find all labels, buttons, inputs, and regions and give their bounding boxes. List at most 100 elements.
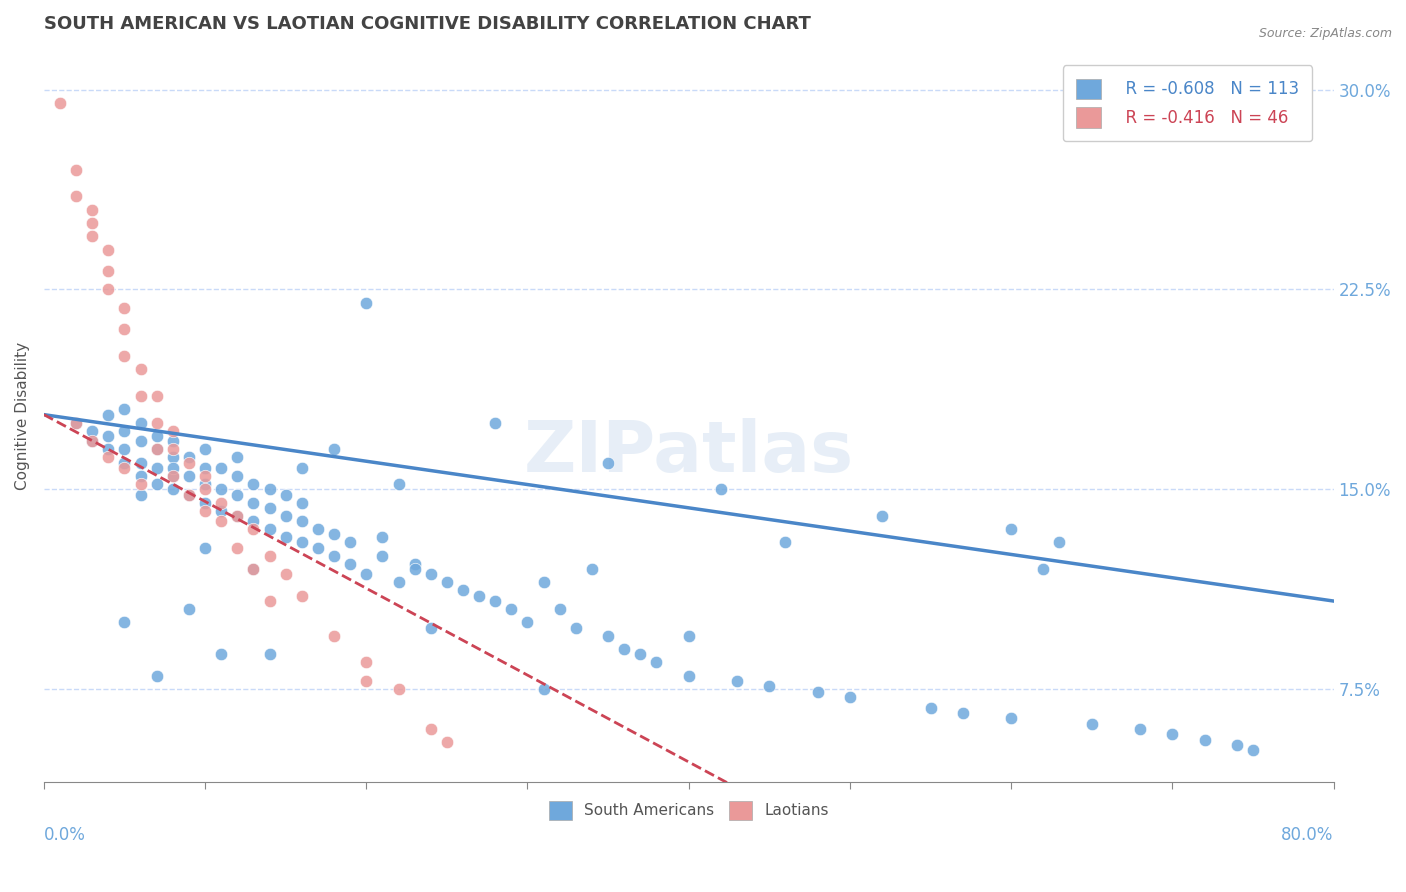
Point [162,450,184,465]
Point [194,442,217,457]
Point [49,96,72,111]
Point [259,549,281,563]
Point [82,434,104,449]
Point [533,575,555,590]
Point [870,508,893,523]
Point [145,442,167,457]
Point [145,461,167,475]
Point [387,681,409,696]
Point [419,567,441,582]
Point [97,442,120,457]
Point [1194,732,1216,747]
Point [226,450,249,465]
Point [129,487,152,501]
Point [259,594,281,608]
Point [598,456,620,470]
Point [97,429,120,443]
Point [145,442,167,457]
Point [678,629,700,643]
Point [1161,727,1184,741]
Point [97,264,120,278]
Text: 0.0%: 0.0% [44,826,86,844]
Point [242,562,264,576]
Point [162,482,184,496]
Point [177,450,200,465]
Text: ZIPatlas: ZIPatlas [523,418,853,487]
Point [259,522,281,536]
Text: Source: ZipAtlas.com: Source: ZipAtlas.com [1258,27,1392,40]
Point [259,648,281,662]
Point [129,362,152,376]
Point [226,469,249,483]
Point [1049,535,1071,549]
Point [436,575,458,590]
Point [162,469,184,483]
Point [323,629,346,643]
Point [419,621,441,635]
Point [307,522,329,536]
Point [1032,562,1054,576]
Point [339,535,361,549]
Point [242,495,264,509]
Point [581,562,603,576]
Point [323,442,346,457]
Point [162,461,184,475]
Point [114,461,136,475]
Point [613,642,636,657]
Point [565,621,588,635]
Point [371,530,394,544]
Point [775,535,797,549]
Point [114,456,136,470]
Point [162,434,184,449]
Point [242,562,264,576]
Point [339,557,361,571]
Point [114,615,136,630]
Point [162,424,184,438]
Point [114,402,136,417]
Point [387,575,409,590]
Point [838,690,860,704]
Point [97,408,120,422]
Point [194,503,217,517]
Point [177,456,200,470]
Point [323,549,346,563]
Point [129,416,152,430]
Point [114,322,136,336]
Point [920,700,942,714]
Point [177,602,200,616]
Point [194,476,217,491]
Point [516,615,538,630]
Point [242,476,264,491]
Point [82,424,104,438]
Point [209,514,232,528]
Point [404,562,426,576]
Point [1129,722,1152,736]
Point [65,162,87,177]
Point [291,461,314,475]
Point [209,461,232,475]
Legend: South Americans, Laotians: South Americans, Laotians [543,795,835,826]
Point [274,530,297,544]
Point [82,216,104,230]
Point [65,416,87,430]
Point [645,655,668,669]
Point [274,508,297,523]
Point [952,706,974,720]
Point [291,514,314,528]
Point [1226,738,1249,752]
Point [194,482,217,496]
Point [114,442,136,457]
Point [436,735,458,749]
Point [145,389,167,403]
Point [484,416,506,430]
Point [114,424,136,438]
Point [129,476,152,491]
Point [242,514,264,528]
Point [725,673,748,688]
Point [82,434,104,449]
Point [114,349,136,363]
Point [177,469,200,483]
Point [82,202,104,217]
Point [1000,522,1022,536]
Point [451,583,474,598]
